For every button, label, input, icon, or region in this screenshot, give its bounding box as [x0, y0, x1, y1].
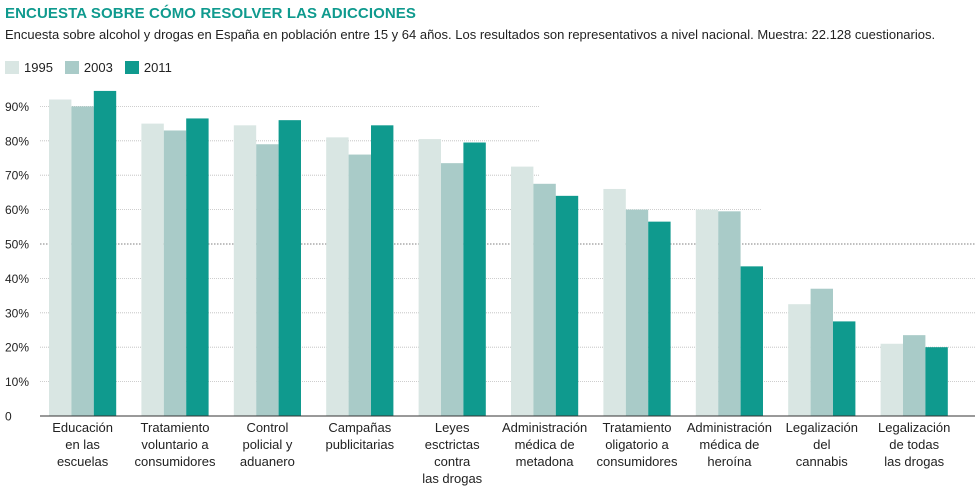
legend-label-2003: 2003 — [83, 60, 113, 75]
bar-2003 — [441, 163, 464, 416]
bar-2011 — [93, 90, 117, 417]
bar-2003 — [71, 106, 94, 417]
x-category-label: médica de — [515, 437, 575, 452]
bar-1995 — [788, 304, 811, 416]
bar-2011 — [278, 120, 301, 416]
chart-subtitle: Encuesta sobre alcohol y drogas en Españ… — [5, 27, 936, 42]
x-category-label: Administración — [502, 420, 587, 435]
bar-1995 — [511, 166, 534, 416]
x-category-label: Campañas — [328, 420, 391, 435]
bar-2011 — [555, 195, 579, 416]
bar-2011 — [463, 142, 486, 416]
x-category-label: del — [813, 437, 830, 452]
chart-title: ENCUESTA SOBRE CÓMO RESOLVER LAS ADICCIO… — [5, 5, 416, 22]
bar-2003 — [810, 288, 833, 416]
bar-2003 — [163, 130, 187, 417]
x-category-label: las drogas — [884, 454, 944, 469]
bar-2003 — [256, 144, 279, 417]
x-category-label: Legalización — [786, 420, 858, 435]
x-category-label: Tratamiento — [141, 420, 210, 435]
x-category-label: Leyes — [435, 420, 470, 435]
x-category-label: consumidores — [597, 454, 678, 469]
bar-2011 — [186, 118, 209, 416]
x-category-label: en las — [65, 437, 100, 452]
bar-1995 — [418, 139, 441, 416]
bar-2003 — [533, 183, 556, 416]
y-tick-label: 40% — [5, 272, 29, 286]
x-category-label: Legalización — [878, 420, 950, 435]
y-tick-label: 10% — [5, 375, 29, 389]
y-tick-label: 80% — [5, 134, 29, 148]
bar-2003 — [718, 211, 741, 416]
bar-2011 — [740, 266, 763, 416]
bar-1995 — [603, 188, 626, 416]
x-category-label: consumidores — [135, 454, 216, 469]
bar-1995 — [233, 125, 257, 416]
x-category-label: contra — [434, 454, 471, 469]
x-category-label: esctrictas — [425, 437, 480, 452]
y-tick-label: 90% — [5, 100, 29, 114]
bar-2011 — [925, 347, 948, 416]
legend-item-1995: 1995 — [5, 60, 53, 75]
x-category-label: publicitarias — [325, 437, 394, 452]
legend-item-2011: 2011 — [124, 60, 172, 75]
bar-2003 — [348, 154, 371, 416]
bar-2011 — [371, 125, 394, 416]
bar-1995 — [49, 99, 72, 417]
x-category-label: Tratamiento — [603, 420, 672, 435]
bar-2003 — [625, 209, 649, 416]
x-category-label: Control — [246, 420, 288, 435]
legend-swatch-2011 — [124, 61, 139, 74]
bar-1995 — [880, 343, 903, 416]
bar-2011 — [648, 221, 671, 416]
legend-swatch-1995 — [5, 61, 19, 74]
x-category-label: aduanero — [240, 454, 295, 469]
y-tick-label: 70% — [5, 169, 29, 183]
x-category-label: cannabis — [796, 454, 849, 469]
legend-label-1995: 1995 — [24, 60, 53, 75]
x-category-label: Administración — [687, 420, 772, 435]
legend-label-2011: 2011 — [143, 60, 172, 75]
y-tick-label: 30% — [5, 306, 29, 320]
y-tick-label: 0 — [5, 410, 12, 424]
x-category-label: policial y — [242, 437, 292, 452]
bar-1995 — [141, 123, 164, 416]
bar-1995 — [326, 137, 349, 417]
legend-item-2003: 2003 — [64, 60, 113, 75]
x-category-label: voluntario a — [141, 437, 209, 452]
x-category-label: oligatorio a — [605, 437, 669, 452]
x-category-label: escuelas — [57, 454, 109, 469]
y-tick-label: 60% — [5, 203, 29, 217]
bar-2011 — [833, 321, 856, 416]
y-tick-label: 20% — [5, 341, 29, 355]
y-tick-label: 50% — [5, 238, 29, 252]
legend: 1995 2003 2011 — [5, 60, 172, 75]
x-category-label: heroína — [707, 454, 752, 469]
x-category-label: Educación — [52, 420, 113, 435]
x-category-label: de todas — [889, 437, 939, 452]
x-category-label: metadona — [516, 454, 575, 469]
legend-swatch-2003 — [64, 61, 79, 74]
bar-1995 — [695, 209, 719, 416]
bar-2003 — [903, 335, 926, 416]
x-category-label: médica de — [699, 437, 759, 452]
x-category-label: las drogas — [422, 471, 482, 486]
